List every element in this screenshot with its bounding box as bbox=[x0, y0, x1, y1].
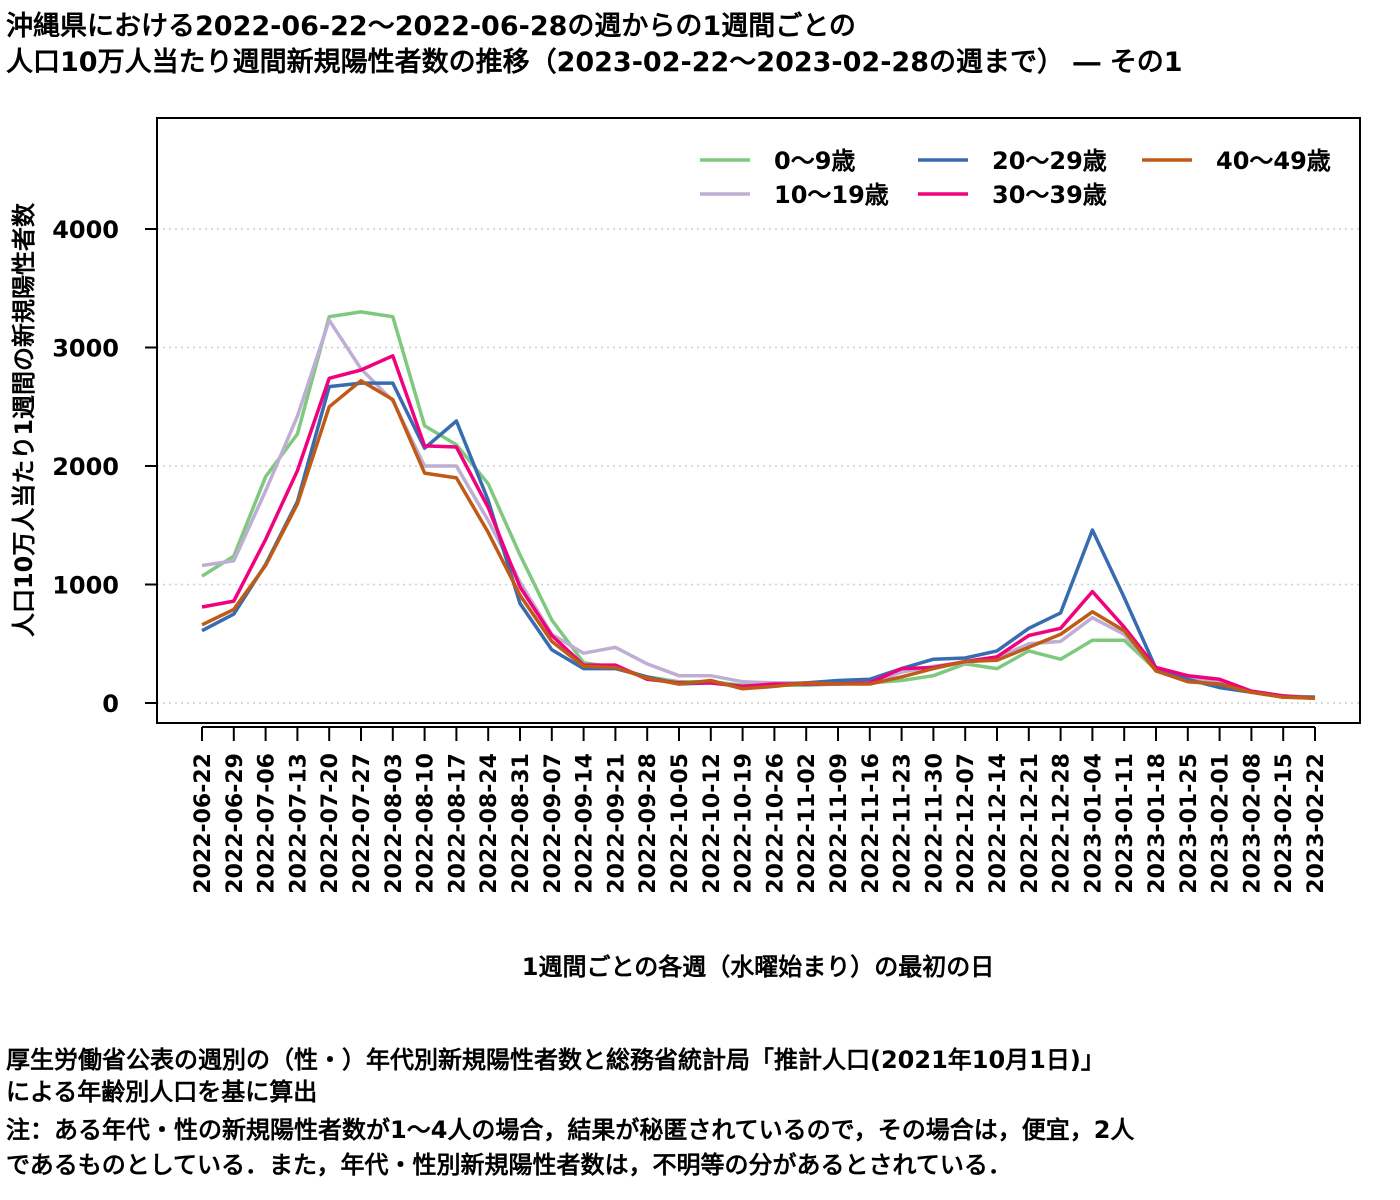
x-tick-label: 2022-10-12 bbox=[700, 753, 725, 894]
x-tick-label: 2022-11-16 bbox=[859, 753, 884, 894]
x-tick-label: 2022-10-05 bbox=[668, 753, 693, 894]
x-tick-label: 2022-08-31 bbox=[509, 753, 534, 894]
x-tick-label: 2022-08-03 bbox=[382, 753, 407, 894]
x-tick-label: 2023-01-11 bbox=[1113, 753, 1138, 894]
legend-label: 40～49歳 bbox=[1216, 147, 1331, 175]
x-tick-label: 2022-11-23 bbox=[891, 753, 916, 894]
x-tick-label: 2022-10-19 bbox=[732, 753, 757, 894]
legend-label: 20～29歳 bbox=[992, 147, 1107, 175]
x-tick-label: 2022-11-09 bbox=[827, 753, 852, 894]
caveat-note-line2: であるものとしている．また，年代・性別新規陽性者数は，不明等の分があるとされてい… bbox=[6, 1151, 1012, 1179]
legend-label: 0～9歳 bbox=[774, 147, 855, 175]
source-note-line2: による年齢別人口を基に算出 bbox=[6, 1078, 318, 1106]
x-tick-label: 2022-11-30 bbox=[922, 753, 947, 894]
legend-label: 10～19歳 bbox=[774, 181, 889, 209]
legend-label: 30～39歳 bbox=[992, 181, 1107, 209]
x-tick-label: 2023-02-15 bbox=[1272, 753, 1297, 894]
x-tick-label: 2022-12-07 bbox=[954, 753, 979, 894]
x-tick-label: 2022-08-24 bbox=[477, 753, 502, 894]
y-tick-label: 3000 bbox=[52, 335, 119, 363]
x-tick-label: 2022-07-20 bbox=[318, 753, 343, 894]
x-tick-label: 2022-10-26 bbox=[763, 753, 788, 894]
x-tick-label: 2022-09-28 bbox=[636, 753, 661, 894]
series-lines bbox=[201, 310, 1316, 701]
x-axis-label: 1週間ごとの各週（水曜始まり）の最初の日 bbox=[522, 953, 994, 981]
x-tick-label: 2022-12-21 bbox=[1018, 753, 1043, 894]
chart-title-line1: 沖縄県における2022-06-22～2022-06-28の週からの1週間ごとの bbox=[6, 11, 856, 42]
x-tick-label: 2022-09-21 bbox=[604, 753, 629, 894]
series-line bbox=[201, 310, 1316, 699]
x-tick-label: 2022-09-14 bbox=[573, 753, 598, 894]
x-tick-label: 2022-08-10 bbox=[414, 753, 439, 894]
gridlines bbox=[157, 228, 1360, 704]
caveat-note-line1: 注：ある年代・性の新規陽性者数が1～4人の場合，結果が秘匿されているので，その場… bbox=[6, 1116, 1135, 1144]
x-tick-label: 2022-09-07 bbox=[541, 753, 566, 894]
x-tick-label: 2022-07-13 bbox=[286, 753, 311, 894]
x-tick-label: 2022-11-02 bbox=[795, 753, 820, 894]
legend: 0～9歳 10～19歳 20～29歳 30～39歳 40～49歳 bbox=[700, 147, 1331, 209]
x-tick-label: 2022-12-14 bbox=[986, 753, 1011, 894]
y-axis-label: 人口10万人当たり1週間の新規陽性者数 bbox=[10, 202, 38, 637]
x-tick-label: 2022-08-17 bbox=[445, 753, 470, 894]
x-tick-label: 2022-06-22 bbox=[191, 753, 216, 894]
x-tick-label: 2023-01-25 bbox=[1177, 753, 1202, 894]
y-tick-label: 2000 bbox=[52, 453, 119, 481]
plot-frame bbox=[156, 117, 1361, 724]
y-axis: 0 1000 2000 3000 4000 bbox=[52, 216, 157, 718]
chart-title-line2: 人口10万人当たり週間新規陽性者数の推移（2023-02-22～2023-02-… bbox=[6, 47, 1183, 78]
series-line bbox=[201, 354, 1316, 701]
x-tick-label: 2023-01-04 bbox=[1081, 753, 1106, 894]
x-tick-label: 2022-06-29 bbox=[223, 753, 248, 894]
series-line bbox=[201, 318, 1316, 701]
y-tick-label: 4000 bbox=[52, 216, 119, 244]
x-tick-label: 2022-07-06 bbox=[255, 753, 280, 894]
x-tick-label: 2023-02-01 bbox=[1209, 753, 1234, 894]
x-tick-label: 2022-07-27 bbox=[350, 753, 375, 894]
x-tick-label: 2023-01-18 bbox=[1145, 753, 1170, 894]
x-tick-label: 2023-02-08 bbox=[1240, 753, 1265, 894]
x-tick-label: 2022-12-28 bbox=[1050, 753, 1075, 894]
source-note-line1: 厚生労働省公表の週別の（性・）年代別新規陽性者数と総務省統計局「推計人口(202… bbox=[6, 1046, 1105, 1074]
series-line bbox=[201, 381, 1315, 699]
series-line bbox=[201, 378, 1316, 701]
x-tick-label: 2023-02-22 bbox=[1304, 753, 1329, 894]
y-tick-label: 0 bbox=[102, 690, 119, 718]
y-tick-label: 1000 bbox=[52, 572, 119, 600]
x-axis: 2022-06-22 2022-06-29 2022-07-06 2022-07-13… bbox=[191, 726, 1329, 894]
